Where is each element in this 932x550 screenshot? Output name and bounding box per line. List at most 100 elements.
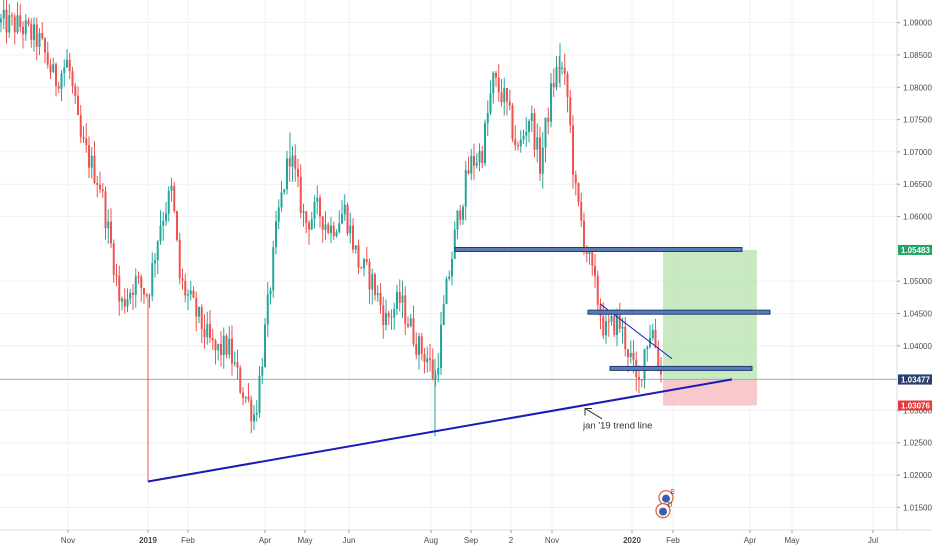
y-tick-label: 1.02000 (903, 471, 932, 480)
candle-body (30, 24, 33, 40)
position-zones (0, 249, 897, 406)
y-tick-label: 1.06000 (903, 213, 932, 222)
candle-body (360, 267, 363, 269)
level-line[interactable] (609, 365, 753, 371)
candle-body (319, 197, 321, 217)
candle-body (368, 262, 371, 290)
price-tag[interactable] (898, 400, 932, 411)
candle-body (49, 64, 52, 73)
x-tick-label: Feb (666, 536, 680, 545)
candle-body (308, 222, 310, 230)
candle-body (52, 64, 55, 73)
x-tick-label: Feb (181, 536, 195, 545)
candle-body (206, 323, 209, 338)
candle-body (555, 67, 558, 88)
candle-body (481, 151, 484, 164)
price-axis[interactable]: 1.09000 1.08500 1.08000 1.07500 1.07000 1.065… (896, 0, 932, 550)
candle-body (22, 26, 24, 35)
candle-body (242, 392, 244, 398)
candle-body (321, 216, 324, 230)
candle-body (236, 362, 239, 368)
candle-body (46, 52, 49, 65)
candle-body (566, 73, 569, 98)
candle-body (33, 24, 35, 40)
candle-body (107, 221, 110, 229)
x-tick-label: May (297, 536, 312, 545)
candle-body (253, 414, 255, 422)
candle-body (470, 155, 473, 174)
candle-body (341, 214, 343, 224)
candle-body (569, 97, 572, 126)
candle-body (503, 88, 506, 103)
annotations: jan '19 trend line (582, 407, 652, 432)
candle-body (390, 316, 393, 318)
candle-body (401, 295, 404, 303)
candle-body (156, 241, 159, 261)
candle-body (140, 276, 143, 288)
annotation-arrowhead (584, 407, 592, 416)
candle-body (580, 202, 583, 221)
candle-body (272, 247, 275, 291)
candle-body (577, 183, 580, 203)
y-tick-label: 1.06500 (903, 180, 932, 189)
candle-body (473, 155, 475, 166)
candle-body (541, 147, 544, 174)
candle-body (643, 349, 646, 381)
level-line[interactable] (587, 309, 771, 315)
candle-body (211, 337, 214, 341)
candle-body (167, 190, 170, 214)
event-markers[interactable]: ED (655, 490, 675, 519)
x-tick-label: Apr (259, 536, 272, 545)
x-tick-label: May (784, 536, 799, 545)
price-tag[interactable] (898, 374, 932, 385)
candle-body (77, 95, 79, 116)
trend-line[interactable] (147, 378, 733, 483)
candle-body (294, 155, 297, 169)
candle-body (145, 294, 148, 296)
candle-body (57, 86, 60, 89)
candle-body (316, 197, 319, 203)
candle-body (409, 318, 412, 327)
time-axis[interactable]: Nov 2019 Feb Apr May Jun Aug Sep 2 Nov 2020 Feb Apr M… (0, 529, 932, 550)
candle-body (605, 321, 607, 336)
candle-body (310, 218, 313, 230)
candle-body (445, 278, 448, 305)
candle-body (269, 290, 272, 295)
candle-body (657, 348, 660, 368)
y-tick-label: 1.01500 (903, 503, 932, 512)
candle-body (101, 189, 104, 192)
candle-body (363, 259, 365, 269)
candle-body (209, 323, 211, 338)
candle-body (371, 274, 374, 290)
candle-body (574, 174, 577, 184)
candle-body (506, 88, 508, 102)
candle-body (596, 275, 599, 305)
candle-body (640, 379, 643, 381)
candle-body (129, 292, 132, 299)
candle-body (148, 295, 151, 297)
candle-body (522, 135, 525, 140)
candle-body (189, 290, 192, 295)
price-tag[interactable] (898, 244, 932, 255)
candle-body (486, 112, 489, 124)
candle-body (544, 117, 547, 148)
candle-body (478, 151, 481, 163)
candle-body (302, 211, 305, 213)
candle-body (572, 125, 574, 175)
candle-body (423, 353, 426, 363)
candle-body (5, 9, 8, 33)
candle-body (110, 221, 112, 244)
candle-body (343, 204, 346, 215)
candle-body (492, 72, 495, 94)
candle-body (610, 315, 613, 322)
candle-body (591, 251, 594, 266)
candle-body (412, 318, 415, 345)
y-tick-label: 1.07500 (903, 116, 932, 125)
candle-body (2, 9, 5, 19)
candle-body (508, 101, 511, 106)
candle-body (514, 139, 517, 146)
candle-body (338, 223, 341, 233)
level-line[interactable] (454, 246, 743, 252)
y-tick-label: 1.09000 (903, 19, 932, 28)
